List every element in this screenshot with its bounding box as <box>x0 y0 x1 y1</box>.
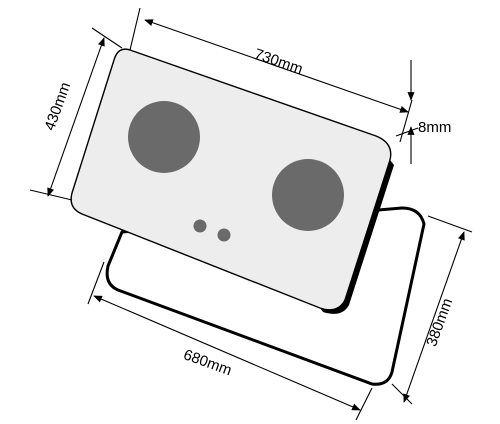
top-width-label: 730mm <box>252 46 305 78</box>
left-knob <box>193 219 207 233</box>
thickness-dimension: 8mm <box>395 60 451 164</box>
left-height-label: 430mm <box>41 80 74 133</box>
right-knob <box>217 228 231 242</box>
thickness-label: 8mm <box>418 119 451 136</box>
left-burner <box>128 101 200 173</box>
cutout-height-label: 380mm <box>423 296 456 349</box>
right-burner <box>272 159 344 231</box>
cutout-width-label: 680mm <box>181 346 234 379</box>
